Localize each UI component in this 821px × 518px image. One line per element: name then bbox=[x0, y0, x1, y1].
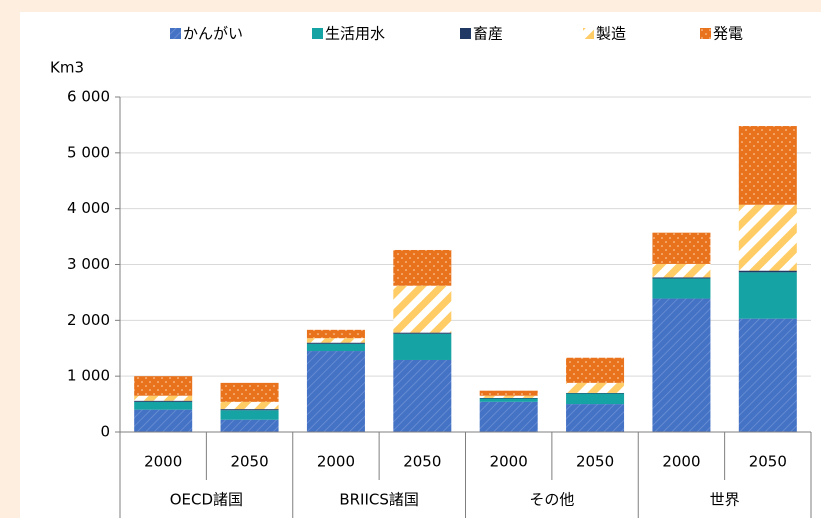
legend-label: かんがい bbox=[183, 25, 243, 43]
bar-segment bbox=[393, 285, 452, 333]
bar-segment bbox=[306, 329, 365, 339]
bar-segment bbox=[566, 357, 625, 383]
bar-segment bbox=[220, 410, 279, 420]
bar-segment bbox=[220, 409, 279, 411]
x-tick-label: 2000 bbox=[490, 453, 528, 471]
bar-segment bbox=[652, 298, 711, 432]
bar-segment bbox=[566, 393, 625, 405]
x-tick-label: 2050 bbox=[576, 453, 614, 471]
bar-segment bbox=[306, 342, 365, 344]
bar-segment bbox=[306, 351, 365, 432]
y-tick-label: 2 000 bbox=[67, 311, 110, 329]
legend-label: 畜産 bbox=[473, 25, 503, 43]
y-tick-label: 5 000 bbox=[67, 143, 110, 161]
legend-label: 発電 bbox=[713, 25, 743, 43]
legend-label: 製造 bbox=[596, 25, 626, 43]
y-tick-label: 6 000 bbox=[67, 88, 110, 106]
group-label: その他 bbox=[529, 491, 574, 509]
bar-segment bbox=[393, 249, 452, 286]
bar-segment bbox=[134, 409, 193, 432]
bar-segment bbox=[220, 419, 279, 432]
bar-segment bbox=[738, 272, 797, 319]
bar-segment bbox=[738, 270, 797, 273]
x-tick-label: 2000 bbox=[662, 453, 700, 471]
bar-segment bbox=[479, 398, 538, 402]
bar-segment bbox=[652, 232, 711, 264]
legend-swatch bbox=[460, 28, 471, 39]
bar-segment bbox=[220, 382, 279, 402]
bar-segment bbox=[566, 382, 625, 393]
bar-segment bbox=[652, 263, 711, 278]
bar-segment bbox=[566, 404, 625, 432]
bar-segment bbox=[566, 392, 625, 394]
y-tick-label: 4 000 bbox=[67, 199, 110, 217]
legend-label: 生活用水 bbox=[325, 25, 385, 43]
y-tick-label: 0 bbox=[100, 423, 110, 441]
legend-swatch bbox=[700, 28, 711, 39]
bar-segment bbox=[738, 318, 797, 432]
bar-segment bbox=[306, 338, 365, 343]
y-tick-label: 3 000 bbox=[67, 255, 110, 273]
group-label: OECD諸国 bbox=[170, 491, 243, 509]
x-tick-label: 2000 bbox=[317, 453, 355, 471]
bar-segment bbox=[134, 376, 193, 396]
bar-segment bbox=[134, 400, 193, 402]
bar-segment bbox=[306, 343, 365, 352]
bar-segment bbox=[479, 395, 538, 398]
bar-segment bbox=[134, 395, 193, 401]
legend-swatch bbox=[312, 28, 323, 39]
bar-segment bbox=[479, 390, 538, 396]
x-tick-label: 2000 bbox=[144, 453, 182, 471]
bar-segment bbox=[393, 332, 452, 334]
bar-segment bbox=[738, 204, 797, 271]
group-label: BRIICS諸国 bbox=[339, 491, 419, 509]
x-tick-label: 2050 bbox=[749, 453, 787, 471]
bar-segment bbox=[393, 333, 452, 360]
bar-segment bbox=[738, 126, 797, 205]
legend-swatch bbox=[170, 28, 181, 39]
group-label: 世界 bbox=[710, 491, 740, 509]
bar-segment bbox=[652, 277, 711, 279]
x-tick-label: 2050 bbox=[230, 453, 268, 471]
bar-segment bbox=[220, 401, 279, 410]
y-tick-label: 1 000 bbox=[67, 367, 110, 385]
bar-segment bbox=[479, 401, 538, 432]
bar-segment bbox=[652, 278, 711, 299]
bar-segment bbox=[393, 359, 452, 432]
bar-segment bbox=[134, 401, 193, 410]
bar-segment bbox=[479, 397, 538, 399]
legend-swatch bbox=[583, 28, 594, 39]
x-tick-label: 2050 bbox=[403, 453, 441, 471]
y-axis-label: Km3 bbox=[50, 59, 84, 77]
